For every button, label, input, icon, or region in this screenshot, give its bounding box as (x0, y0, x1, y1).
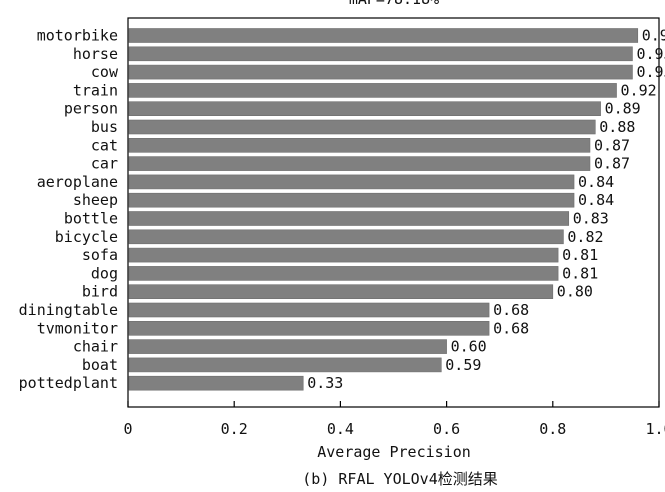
bar-dog (128, 266, 559, 281)
category-label-bird: bird (82, 283, 118, 301)
category-label-cow: cow (91, 63, 119, 81)
category-label-chair: chair (73, 338, 118, 356)
value-label-diningtable: 0.68 (493, 301, 529, 319)
value-label-sofa: 0.81 (562, 246, 598, 264)
x-tick-label: 0.4 (327, 420, 354, 438)
plot-frame (127, 17, 660, 408)
bar-car (128, 156, 591, 171)
x-axis-title: Average Precision (317, 443, 471, 461)
category-label-car: car (91, 155, 118, 173)
category-label-tvmonitor: tvmonitor (37, 319, 118, 337)
bar-chair (128, 339, 447, 354)
value-label-boat: 0.59 (445, 356, 481, 374)
value-label-cow: 0.95 (636, 63, 665, 81)
value-label-bus: 0.88 (599, 118, 635, 136)
value-label-car: 0.87 (594, 155, 630, 173)
figure-caption: (b) RFAL YOLOv4检测结果 (302, 470, 497, 488)
x-tick-label: 0.8 (539, 420, 566, 438)
category-label-boat: boat (82, 356, 118, 374)
category-label-horse: horse (73, 45, 118, 63)
value-label-tvmonitor: 0.68 (493, 319, 529, 337)
value-label-aeroplane: 0.84 (578, 173, 614, 191)
category-label-sheep: sheep (73, 191, 118, 209)
category-label-dog: dog (91, 264, 118, 282)
x-tick-label: 0.6 (433, 420, 460, 438)
bar-pottedplant (128, 375, 304, 391)
category-label-bottle: bottle (64, 210, 118, 228)
value-label-motorbike: 0.96 (642, 27, 665, 45)
bar-sheep (128, 192, 575, 208)
value-label-horse: 0.95 (636, 45, 665, 63)
value-label-bottle: 0.83 (573, 210, 609, 228)
bars-group (128, 28, 639, 391)
x-axis-ticks: 0 0.2 0.4 0.6 0.8 1.0 (123, 401, 665, 438)
bar-boat (128, 357, 442, 373)
bar-motorbike (128, 28, 639, 43)
bar-person (128, 101, 601, 116)
value-label-bicycle: 0.82 (567, 228, 603, 246)
category-label-sofa: sofa (82, 246, 118, 264)
category-label-aeroplane: aeroplane (37, 173, 118, 191)
category-label-train: train (73, 81, 118, 99)
value-label-person: 0.89 (605, 100, 641, 118)
bar-train (128, 83, 617, 98)
category-label-pottedplant: pottedplant (19, 374, 118, 392)
plot-border (127, 17, 660, 408)
category-label-person: person (64, 100, 118, 118)
value-label-bird: 0.80 (557, 283, 593, 301)
value-label-dog: 0.81 (562, 264, 598, 282)
bar-bus (128, 119, 596, 135)
x-tick-label: 1.0 (645, 420, 665, 438)
value-label-chair: 0.60 (451, 338, 487, 356)
bar-sofa (128, 247, 559, 263)
category-label-cat: cat (91, 136, 118, 154)
bar-cow (128, 64, 633, 80)
value-labels: 0.960.950.950.920.890.880.870.870.840.84… (307, 27, 665, 393)
bar-bicycle (128, 229, 564, 245)
bar-bottle (128, 211, 570, 226)
value-label-pottedplant: 0.33 (307, 374, 343, 392)
bar-horse (128, 46, 633, 62)
value-label-cat: 0.87 (594, 136, 630, 154)
x-tick-label: 0.2 (221, 420, 248, 438)
category-label-bus: bus (91, 118, 118, 136)
bar-bird (128, 284, 554, 300)
bar-cat (128, 138, 591, 153)
value-label-train: 0.92 (621, 81, 657, 99)
chart-title: mAP=78.18% (349, 0, 439, 8)
category-label-bicycle: bicycle (55, 228, 118, 246)
x-tick-label: 0 (123, 420, 132, 438)
value-label-sheep: 0.84 (578, 191, 614, 209)
bar-aeroplane (128, 174, 575, 190)
bar-diningtable (128, 302, 490, 318)
category-labels: motorbikehorsecowtrainpersonbuscatcaraer… (19, 27, 119, 393)
bar-tvmonitor (128, 320, 490, 336)
category-label-diningtable: diningtable (19, 301, 118, 319)
category-label-motorbike: motorbike (37, 27, 118, 45)
